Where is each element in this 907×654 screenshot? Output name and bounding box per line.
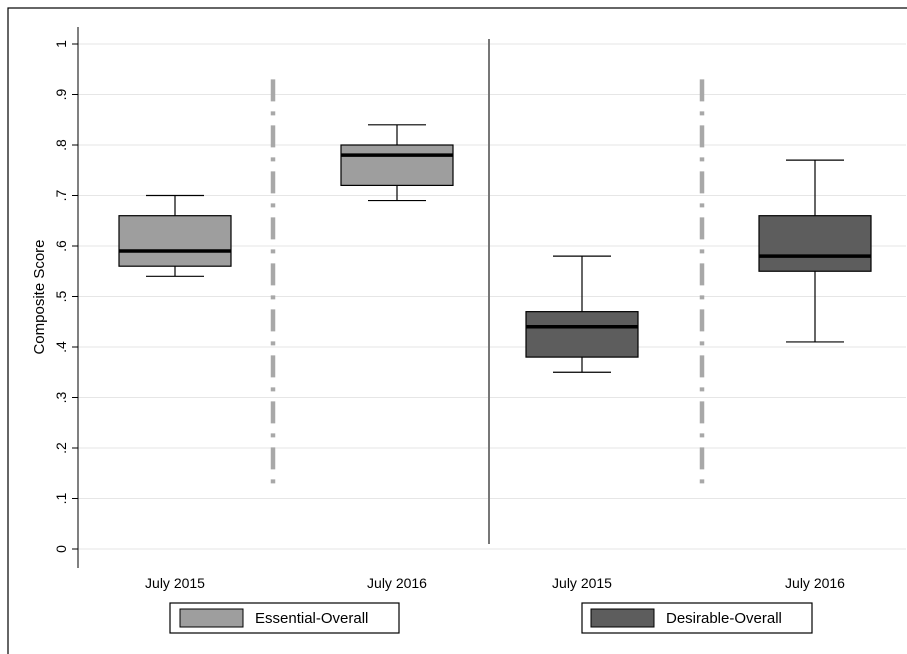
- outer-frame: [7, 7, 907, 654]
- grid-lines: [78, 43, 906, 550]
- y-tick-label: .1: [53, 492, 69, 504]
- box-iqr: [118, 215, 232, 267]
- box-iqr: [758, 215, 872, 272]
- y-tick-label: .7: [53, 189, 69, 201]
- x-tick-label: July 2016: [785, 575, 845, 591]
- y-tick-label: 1: [53, 40, 69, 48]
- x-tick-label: July 2015: [145, 575, 205, 591]
- legend-label: Desirable-Overall: [666, 610, 782, 627]
- box-iqr: [525, 311, 639, 358]
- y-tick-label: .2: [53, 442, 69, 454]
- legend-item: Desirable-Overall: [581, 602, 813, 634]
- y-tick-label: .3: [53, 391, 69, 403]
- legend-swatch: [179, 608, 244, 628]
- y-axis-title: Composite Score: [31, 239, 48, 354]
- box-plots: [118, 124, 872, 373]
- legend-label: Essential-Overall: [255, 610, 368, 627]
- y-axis-ticks: 0 .1 .2 .3 .4 .5 .6 .7 .8 .9 1: [53, 40, 78, 553]
- box-plot: [118, 194, 232, 277]
- legend: Essential-Overall Desirable-Overall: [169, 602, 813, 634]
- y-tick-label: .6: [53, 240, 69, 252]
- x-tick-label: July 2016: [367, 575, 427, 591]
- box-plot: [758, 159, 872, 343]
- box-plot: [340, 124, 454, 202]
- box-iqr: [340, 144, 454, 187]
- y-tick-label: .4: [53, 341, 69, 353]
- x-axis-tick-labels: July 2015 July 2016 July 2015 July 2016: [145, 575, 845, 591]
- y-tick-label: .5: [53, 290, 69, 302]
- x-tick-label: July 2015: [552, 575, 612, 591]
- legend-item: Essential-Overall: [169, 602, 400, 634]
- y-tick-label: .8: [53, 139, 69, 151]
- reference-lines: [270, 38, 705, 544]
- box-plot: [525, 255, 639, 373]
- y-tick-label: 0: [53, 545, 69, 553]
- legend-swatch: [590, 608, 655, 628]
- y-tick-label: .9: [53, 88, 69, 100]
